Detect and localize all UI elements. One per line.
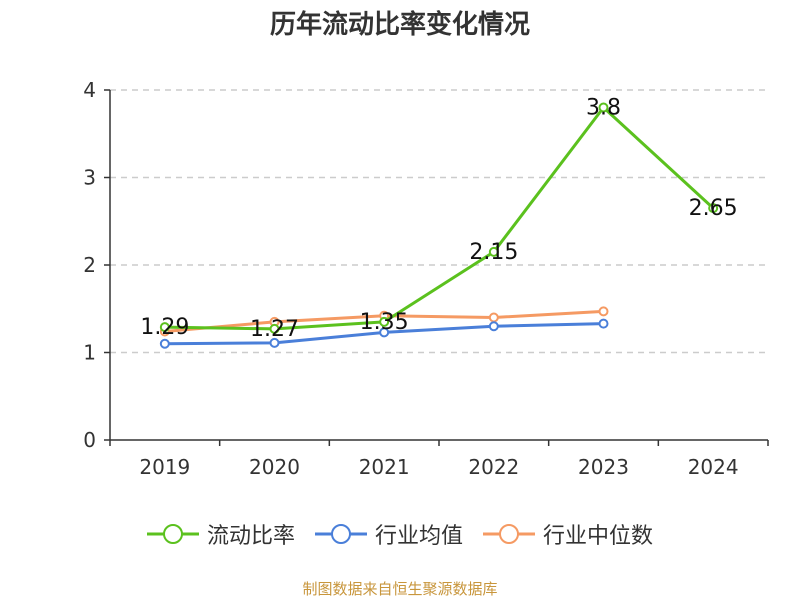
series-1-point-2020 [269, 323, 280, 334]
series-line-1 [164, 106, 715, 331]
series-1-point-2022 [488, 246, 499, 257]
source-note: 制图数据来自恒生聚源数据库 [302, 580, 498, 598]
series-2-point-2023 [598, 318, 609, 329]
series-2-point-2019 [159, 338, 170, 349]
data-label-2019: 1.29 [140, 315, 189, 340]
legend-label-2: 行业均值 [374, 524, 463, 549]
series-1-point-2021 [379, 316, 390, 327]
x-tick-label-2021: 2021 [359, 455, 410, 479]
y-tick-label-4: 4 [83, 78, 96, 102]
series-1-point-2023 [598, 102, 609, 113]
series-1-point-2024 [708, 203, 719, 214]
series-3-point-2023 [598, 306, 609, 317]
legend-swatch-1 [146, 524, 199, 544]
y-tick-label-3: 3 [83, 166, 96, 190]
axes: 0 1 2 3 4 2019 2020 2021 2022 2023 2024 [83, 78, 769, 479]
series-2-point-2022 [488, 321, 499, 332]
grid-lines [110, 89, 768, 354]
data-label-2023: 3.8 [586, 96, 621, 121]
legend-label-3: 行业中位数 [543, 524, 654, 549]
x-tick-label-2022: 2022 [468, 455, 519, 479]
chart-title: 历年流动比率变化情况 [269, 10, 530, 40]
y-tick-label-2: 2 [83, 253, 96, 277]
data-label-2020: 1.27 [250, 317, 299, 342]
series-3-point-2022 [488, 312, 499, 323]
series-1-point-2019 [159, 322, 170, 333]
legend-item-1[interactable]: 流动比率 [146, 518, 295, 550]
data-labels: 1.29 1.27 1.35 2.15 3.8 2.65 [140, 96, 737, 342]
x-tick-label-2020: 2020 [249, 455, 300, 479]
data-label-2024: 2.65 [689, 196, 738, 221]
x-tick-label-2023: 2023 [578, 455, 629, 479]
y-tick-label-1: 1 [83, 341, 96, 365]
legend: 流动比率 行业均值 行业中位数 [0, 518, 800, 550]
legend-item-2[interactable]: 行业均值 [314, 518, 463, 550]
series-lines [159, 102, 719, 349]
series-2-point-2020 [269, 337, 280, 348]
x-tick-label-2019: 2019 [139, 455, 190, 479]
legend-label-1: 流动比率 [206, 524, 295, 549]
series-2-point-2021 [379, 327, 390, 338]
legend-swatch-2 [314, 524, 367, 544]
y-tick-label-0: 0 [83, 428, 96, 452]
legend-swatch-3 [483, 524, 535, 544]
legend-item-3[interactable]: 行业中位数 [483, 518, 653, 550]
x-tick-label-2024: 2024 [688, 455, 739, 479]
data-label-2022: 2.15 [469, 240, 518, 265]
data-label-2021: 1.35 [360, 310, 409, 335]
